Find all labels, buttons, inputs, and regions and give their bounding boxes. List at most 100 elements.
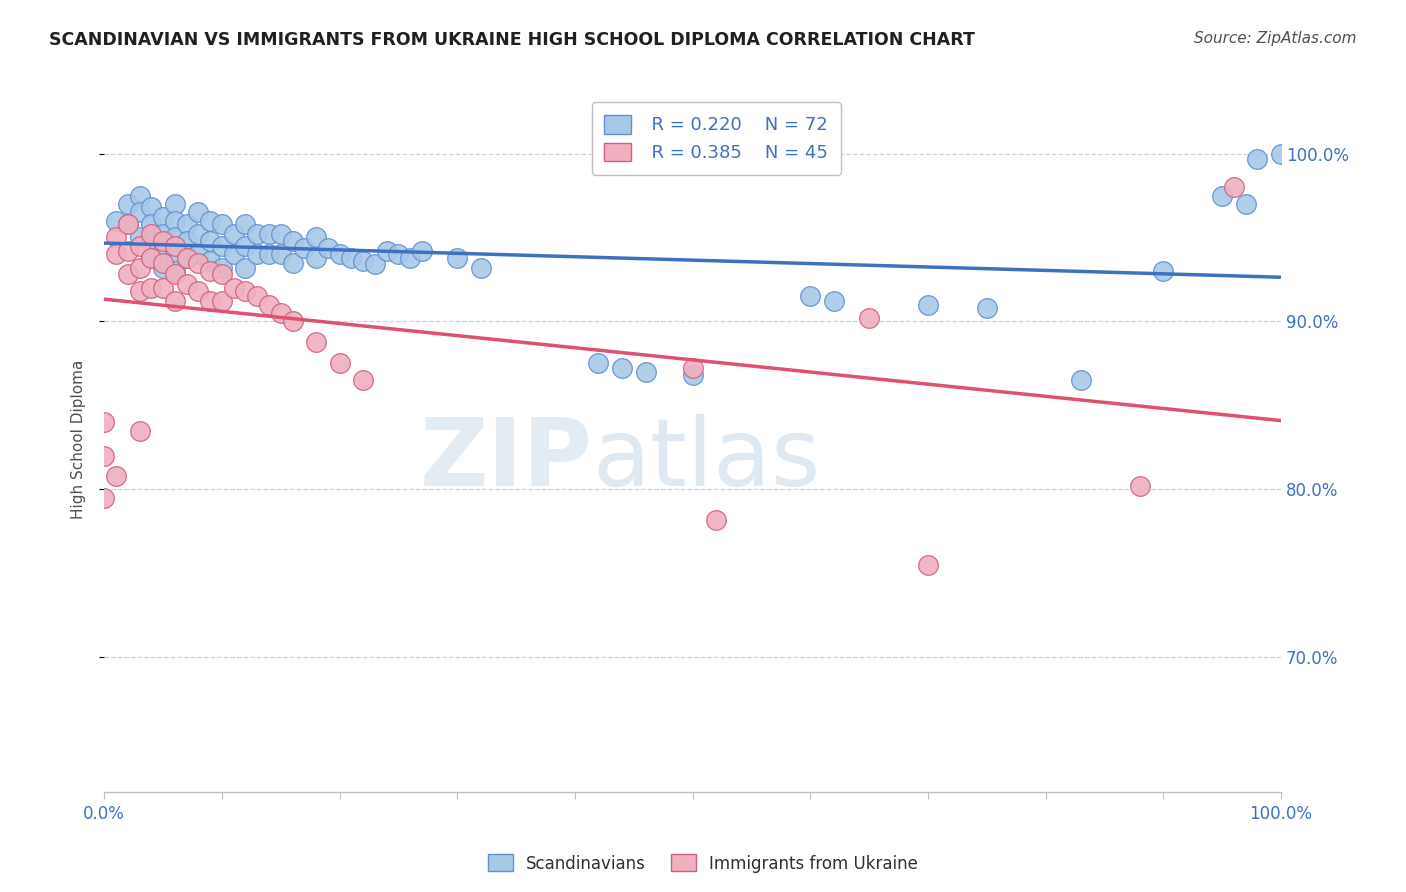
Point xyxy=(105,469,128,483)
Point xyxy=(117,244,139,258)
Point xyxy=(163,264,186,278)
Point xyxy=(799,289,821,303)
Point xyxy=(399,251,422,265)
Point xyxy=(141,217,163,231)
Point xyxy=(163,239,186,253)
Point xyxy=(117,217,139,231)
Point xyxy=(176,251,198,265)
Point xyxy=(152,234,174,248)
Point xyxy=(187,247,209,261)
Point xyxy=(246,227,269,241)
Point xyxy=(340,251,363,265)
Point xyxy=(329,356,352,370)
Point xyxy=(222,281,245,295)
Point xyxy=(316,241,339,255)
Point xyxy=(1211,188,1233,202)
Point xyxy=(858,311,880,326)
Point xyxy=(222,247,245,261)
Point xyxy=(1234,197,1257,211)
Legend: Scandinavians, Immigrants from Ukraine: Scandinavians, Immigrants from Ukraine xyxy=(481,847,925,880)
Point xyxy=(917,298,939,312)
Point xyxy=(128,205,150,219)
Point xyxy=(222,227,245,241)
Point xyxy=(1070,373,1092,387)
Point xyxy=(211,239,233,253)
Point xyxy=(117,197,139,211)
Point xyxy=(198,254,221,268)
Point xyxy=(176,234,198,248)
Point xyxy=(281,255,304,269)
Text: atlas: atlas xyxy=(592,414,821,506)
Point xyxy=(235,260,257,275)
Point xyxy=(704,512,727,526)
Point xyxy=(198,294,221,309)
Point xyxy=(1152,264,1174,278)
Point xyxy=(917,558,939,572)
Point xyxy=(270,306,292,320)
Point xyxy=(163,213,186,227)
Point xyxy=(375,244,398,258)
Point xyxy=(211,294,233,309)
Point xyxy=(105,230,128,244)
Point xyxy=(141,227,163,241)
Point xyxy=(634,365,657,379)
Point xyxy=(257,227,280,241)
Point xyxy=(976,301,998,315)
Point xyxy=(152,281,174,295)
Point xyxy=(1270,146,1292,161)
Point xyxy=(823,294,845,309)
Point xyxy=(682,361,704,376)
Point xyxy=(187,284,209,298)
Point xyxy=(246,289,269,303)
Point xyxy=(211,217,233,231)
Point xyxy=(176,277,198,292)
Point xyxy=(93,491,115,505)
Point xyxy=(141,251,163,265)
Text: ZIP: ZIP xyxy=(420,414,592,506)
Point xyxy=(128,239,150,253)
Point xyxy=(257,247,280,261)
Point xyxy=(305,334,328,349)
Point xyxy=(257,298,280,312)
Point xyxy=(128,188,150,202)
Point xyxy=(163,230,186,244)
Point xyxy=(270,247,292,261)
Point xyxy=(198,234,221,248)
Point xyxy=(187,205,209,219)
Point xyxy=(1246,152,1268,166)
Point xyxy=(305,251,328,265)
Point xyxy=(117,217,139,231)
Point xyxy=(163,268,186,282)
Point xyxy=(1129,479,1152,493)
Point xyxy=(176,217,198,231)
Point xyxy=(235,217,257,231)
Point xyxy=(176,251,198,265)
Point xyxy=(211,268,233,282)
Point xyxy=(163,294,186,309)
Point xyxy=(141,281,163,295)
Point xyxy=(117,268,139,282)
Point xyxy=(281,314,304,328)
Point xyxy=(352,373,374,387)
Point xyxy=(128,260,150,275)
Point xyxy=(105,247,128,261)
Point xyxy=(105,213,128,227)
Point xyxy=(1223,180,1246,194)
Point xyxy=(588,356,610,370)
Point xyxy=(141,200,163,214)
Point xyxy=(152,255,174,269)
Point xyxy=(128,230,150,244)
Point xyxy=(163,197,186,211)
Point xyxy=(270,227,292,241)
Point xyxy=(246,247,269,261)
Point xyxy=(163,247,186,261)
Point xyxy=(610,361,633,376)
Point xyxy=(281,234,304,248)
Point xyxy=(329,247,352,261)
Point xyxy=(198,264,221,278)
Point xyxy=(128,424,150,438)
Point xyxy=(682,368,704,383)
Point xyxy=(235,284,257,298)
Point xyxy=(152,211,174,225)
Legend:   R = 0.220    N = 72,   R = 0.385    N = 45: R = 0.220 N = 72, R = 0.385 N = 45 xyxy=(592,103,841,175)
